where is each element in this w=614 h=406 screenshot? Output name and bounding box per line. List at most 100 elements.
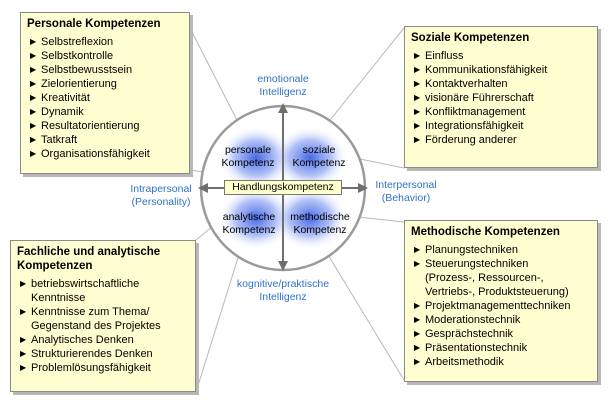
box-title-line1: Fachliche und analytische — [17, 246, 161, 258]
list-item: ▶ Kommunikationsfähigkeit — [411, 63, 591, 77]
axis-label-left-line1: Intrapersonal — [130, 183, 192, 195]
axis-label-top: emotionale Intelligenz — [243, 73, 323, 99]
list-item-text: Strukturierendes Denken — [31, 348, 153, 360]
connector-line-methodic — [321, 244, 405, 381]
list-item-text: Organisationsfähigkeit — [41, 148, 150, 160]
list-item: ▶ Planungstechniken — [411, 243, 591, 257]
list-item-text: Kontaktverhalten — [425, 78, 508, 90]
bullet-arrow-icon: ▶ — [414, 121, 421, 130]
axis-label-left: Intrapersonal (Personality) — [124, 183, 198, 209]
list-item: ▶ Zielorientierung — [27, 77, 183, 91]
list-item-text: Selbstbewusstsein — [41, 64, 133, 76]
bullet-arrow-icon: ▶ — [30, 121, 37, 130]
list-item-text: (Prozess-, Ressourcen-, — [425, 272, 544, 284]
axis-label-right-line1: Interpersonal — [375, 179, 437, 191]
bullet-arrow-icon: ▶ — [414, 79, 421, 88]
list-item: ▶ Kontaktverhalten — [411, 77, 591, 91]
list-item-text: Tatkraft — [41, 134, 78, 146]
list-item: ▶ Projektmanagementtechniken — [411, 299, 591, 313]
box-title: Fachliche und analytische Kompetenzen — [17, 245, 189, 273]
quadrant-personal: personale Kompetenz — [217, 144, 279, 170]
list-item-text: Planungstechniken — [425, 244, 518, 256]
list-item: ▶ Kenntnisse zum Thema/Gegenstand des Pro… — [17, 305, 189, 333]
box-social-competencies: Soziale Kompetenzen ▶ Einfluss ▶ Kommunikat… — [404, 26, 598, 168]
list-item: ▶ Selbstkontrolle — [27, 49, 183, 63]
bullet-arrow-icon: ▶ — [30, 107, 37, 116]
bullet-arrow-icon: ▶ — [20, 279, 27, 288]
box-methodic-competencies: Methodische Kompetenzen ▶ Planungstechnik… — [404, 220, 598, 382]
item-list: ▶ betriebswirtschaftliche Kenntnisse ▶ Kennt… — [17, 277, 189, 375]
list-item: ▶ Strukturierendes Denken — [17, 347, 189, 361]
bullet-arrow-icon: ▶ — [414, 245, 421, 254]
arrow-left-icon — [198, 183, 208, 193]
box-title-line2: Kompetenzen — [17, 260, 93, 272]
axis-label-top-line1: emotionale — [257, 73, 309, 85]
box-technical-competencies: Fachliche und analytische Kompetenzen ▶ b… — [10, 240, 196, 392]
axis-label-bottom-line1: kognitive/praktische — [236, 278, 330, 290]
box-title: Methodische Kompetenzen — [411, 226, 560, 238]
list-item-text: Moderationstechnik — [425, 314, 521, 326]
bullet-arrow-icon: ▶ — [414, 93, 421, 102]
list-item: ▶ Förderung anderer — [411, 133, 591, 147]
list-item-text: Zielorientierung — [41, 78, 117, 90]
quadrant-social-line1: soziale — [302, 144, 336, 156]
bullet-arrow-icon: ▶ — [30, 149, 37, 158]
bullet-arrow-icon: ▶ — [30, 93, 37, 102]
bullet-arrow-icon: ▶ — [414, 51, 421, 60]
list-item-text: Arbeitsmethodik — [425, 356, 504, 368]
list-item-text: Integrationsfähigkeit — [425, 120, 524, 132]
connector-line-technical — [195, 244, 243, 393]
list-item-text: Kreativität — [41, 92, 90, 104]
list-item-text: Vertriebs-, Produktsteuerung) — [425, 286, 569, 298]
quadrant-glow — [218, 126, 348, 250]
center-label: Handlungskompetenz — [224, 180, 342, 195]
connector-line-personal — [189, 27, 243, 131]
list-item-text: Selbstkontrolle — [41, 50, 114, 62]
quadrant-personal-line1: personale — [224, 144, 272, 156]
list-item: ▶ Integrationsfähigkeit — [411, 119, 591, 133]
list-item-text: Gegenstand des Projektes — [31, 320, 161, 332]
arrow-down-icon — [278, 261, 288, 271]
list-item: ▶ Arbeitsmethodik — [411, 355, 591, 369]
bullet-arrow-icon: ▶ — [414, 301, 421, 310]
bullet-arrow-icon: ▶ — [414, 65, 421, 74]
bullet-arrow-icon: ▶ — [414, 259, 421, 268]
bullet-arrow-icon: ▶ — [20, 307, 27, 316]
list-item-text: Dynamik — [41, 106, 84, 118]
connector-line-social — [321, 27, 405, 131]
list-item-text: Kenntnisse — [31, 292, 86, 304]
bullet-arrow-icon: ▶ — [20, 363, 27, 372]
list-item: ▶ Problemlösungsfähigkeit — [17, 361, 189, 375]
box-title: Soziale Kompetenzen — [411, 32, 530, 44]
axis-label-bottom: kognitive/praktische Intelligenz — [225, 278, 341, 304]
list-item: ▶ Organisationsfähigkeit — [27, 147, 183, 161]
bullet-arrow-icon: ▶ — [414, 357, 421, 366]
axis-arrowheads — [198, 103, 368, 271]
item-list: ▶ Einfluss ▶ Kommunikationsfähigkeit ▶ Kontak… — [411, 49, 591, 147]
list-item: ▶ Einfluss — [411, 49, 591, 63]
quadrant-methodic-line2: Kompetenz — [293, 224, 347, 236]
bullet-arrow-icon: ▶ — [414, 107, 421, 116]
list-item-text: Einfluss — [425, 50, 464, 62]
list-item: ▶ Selbstbewusstsein — [27, 63, 183, 77]
list-item: ▶ Konfliktmanagement — [411, 105, 591, 119]
list-item-text: Analytisches Denken — [31, 334, 134, 346]
list-item-text: Gesprächstechnik — [425, 328, 514, 340]
list-item: ▶ betriebswirtschaftliche Kenntnisse — [17, 277, 189, 305]
connector-lines — [189, 27, 405, 393]
list-item: ▶ Analytisches Denken — [17, 333, 189, 347]
list-item-text: Problemlösungsfähigkeit — [31, 362, 151, 374]
box-title: Personale Kompetenzen — [27, 18, 161, 30]
item-list: ▶ Selbstreflexion ▶ Selbstkontrolle ▶ Selbstb… — [27, 35, 183, 161]
axis-label-right: Interpersonal (Behavior) — [368, 179, 444, 205]
list-item-text: Projektmanagementtechniken — [425, 300, 571, 312]
bullet-arrow-icon: ▶ — [30, 79, 37, 88]
list-item: ▶ Selbstreflexion — [27, 35, 183, 49]
item-list: ▶ Planungstechniken ▶ Steuerungstechniken (P… — [411, 243, 591, 369]
arrow-right-icon — [358, 183, 368, 193]
list-item-text: Resultatorientierung — [41, 120, 140, 132]
list-item: ▶ Präsentationstechnik — [411, 341, 591, 355]
list-item: ▶ Kreativität — [27, 91, 183, 105]
list-item: ▶ Resultatorientierung — [27, 119, 183, 133]
